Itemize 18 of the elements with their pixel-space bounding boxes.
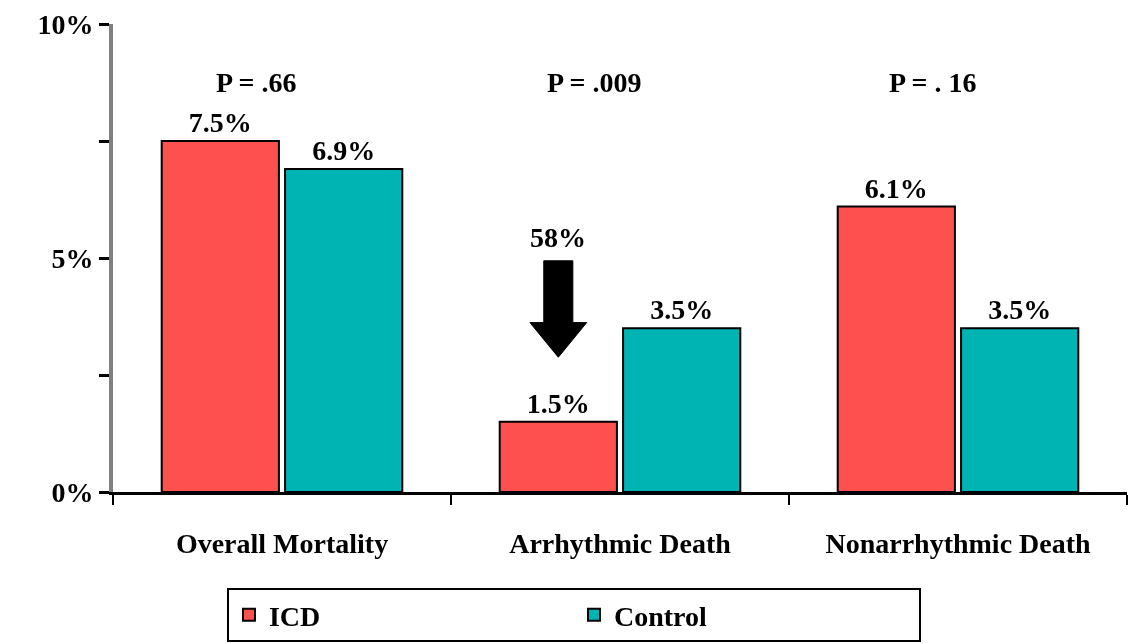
y-tick-label: 0%: [51, 476, 94, 508]
annotation: 58%: [530, 222, 586, 253]
annotation: P = .66: [216, 67, 297, 98]
y-tick-label: 10%: [37, 8, 94, 40]
x-tick-label: Overall Mortality: [175, 527, 389, 559]
annotation: P = . 16: [889, 67, 977, 98]
data-label: 7.5%: [188, 107, 252, 138]
x-tick-label: Nonarrhythmic Death: [825, 527, 1092, 559]
x-tick-label: Arrhythmic Death: [509, 527, 732, 559]
data-label: 6.9%: [312, 135, 376, 167]
annotation: P = .009: [547, 67, 642, 98]
legend-label: ICD: [268, 600, 321, 632]
y-tick-label: 5%: [51, 242, 94, 274]
legend-label: Control: [613, 600, 707, 632]
data-label: 3.5%: [988, 294, 1052, 326]
data-label: 3.5%: [650, 294, 714, 326]
data-label: 6.1%: [864, 172, 928, 204]
data-label: 1.5%: [526, 387, 590, 419]
